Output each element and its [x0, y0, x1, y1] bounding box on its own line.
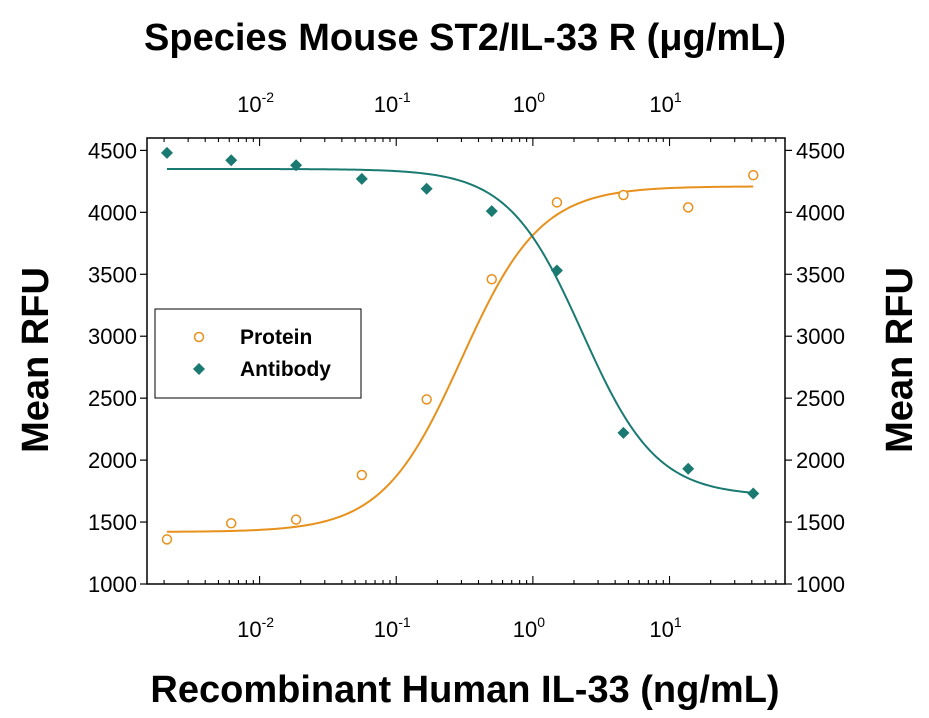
data-point-protein [161, 534, 173, 545]
data-point-antibody [682, 462, 695, 475]
y-tick-label-left: 4000 [88, 200, 137, 225]
data-point-antibody [290, 159, 303, 172]
x-axis-title: Recombinant Human IL-33 (ng/mL) [150, 669, 779, 711]
y-tick-label-right: 4000 [796, 200, 845, 225]
data-point-protein [551, 197, 563, 208]
legend-marker-antibody [193, 363, 205, 375]
chart-title: Species Mouse ST2/IL-33 R (μg/mL) [144, 17, 786, 59]
legend-label-protein: Protein [240, 326, 312, 349]
fit-curves [166, 167, 754, 533]
fit-curve-protein [166, 185, 754, 533]
data-point-antibody [550, 264, 563, 277]
y-axis-title-left: Mean RFU [15, 267, 57, 453]
y-tick-label-left: 1500 [88, 510, 137, 535]
y-axis-right: 1000 1500 2000 2500 3000 3500 4000 4500 [785, 138, 845, 597]
x-tick-label-top: 10-1 [374, 89, 411, 117]
y-axis-left: 1000 1500 2000 2500 3000 3500 4000 4500 [88, 138, 147, 597]
y-tick-label-right: 3000 [796, 324, 845, 349]
y-tick-label-left: 2000 [88, 448, 137, 473]
data-point-protein [486, 273, 497, 285]
y-tick-label-left: 3500 [88, 262, 137, 287]
data-point-protein [748, 169, 759, 181]
y-tick-label-right: 1500 [796, 510, 845, 535]
legend-box [154, 308, 362, 399]
x-axis-top: 10-2 10-1 100 101 [163, 89, 786, 146]
x-tick-label-top: 10-2 [237, 89, 274, 117]
x-axis-bottom: 10-2 10-1 100 101 [163, 576, 786, 642]
x-tick-label-bottom: 10-2 [237, 614, 274, 642]
x-tick-label-bottom: 10-1 [374, 614, 411, 642]
data-point-protein [356, 469, 368, 481]
legend-label-antibody: Antibody [240, 358, 331, 381]
data-points [160, 146, 760, 545]
legend-marker-protein [193, 331, 205, 343]
y-tick-label-left: 1000 [88, 572, 137, 597]
plot-frame [146, 137, 786, 585]
y-tick-label-right: 3500 [796, 262, 845, 287]
y-tick-label-left: 4500 [88, 138, 137, 163]
legend: Protein Antibody [154, 308, 362, 399]
x-tick-label-bottom: 100 [513, 614, 545, 642]
y-tick-label-left: 2500 [88, 386, 137, 411]
x-tick-label-top: 101 [649, 89, 681, 117]
data-point-antibody [485, 205, 498, 218]
y-tick-label-right: 1000 [796, 572, 845, 597]
y-tick-label-right: 4500 [796, 138, 845, 163]
data-point-antibody [225, 154, 238, 167]
data-point-antibody [160, 146, 173, 159]
x-tick-label-top: 100 [513, 89, 545, 117]
fit-curve-antibody [166, 167, 754, 494]
data-point-protein [618, 189, 629, 201]
data-point-antibody [617, 426, 630, 439]
y-axis-title-right: Mean RFU [879, 267, 921, 453]
data-point-antibody [420, 182, 433, 195]
data-point-protein [682, 202, 694, 213]
y-tick-label-right: 2500 [796, 386, 845, 411]
y-tick-label-left: 3000 [88, 324, 137, 349]
data-point-antibody [355, 172, 368, 185]
data-point-protein [225, 518, 237, 529]
y-tick-label-right: 2000 [796, 448, 845, 473]
data-point-protein [421, 394, 432, 405]
data-point-antibody [747, 487, 760, 500]
x-tick-label-bottom: 101 [649, 614, 681, 642]
data-point-protein [290, 514, 302, 525]
